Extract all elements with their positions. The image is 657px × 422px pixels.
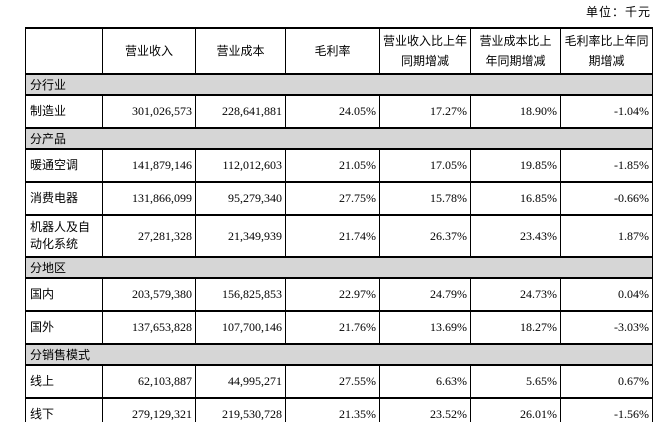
value-cell-revenue-yoy: 13.69% [379, 310, 471, 345]
table-row-domestic: 国内 203,579,380 156,825,853 22.97% 24.79%… [25, 277, 653, 312]
section-title-cell: 分销售模式 [25, 343, 653, 366]
value-cell-gross-margin: 27.75% [285, 181, 380, 216]
value-cell-cost-yoy: 18.27% [470, 310, 561, 345]
value-cell-gross-margin: 21.05% [285, 148, 380, 183]
value-cell-revenue: 137,653,828 [102, 310, 196, 345]
section-title-cell: 分地区 [25, 256, 653, 279]
row-label-cell: 暖通空调 [25, 148, 103, 183]
value-cell-gross-margin: 21.74% [285, 214, 380, 258]
value-cell-cost: 107,700,146 [195, 310, 286, 345]
header-cell-margin-yoy: 毛利率比上年同期增减 [560, 27, 653, 75]
value-cell-cost: 219,530,728 [195, 397, 286, 422]
header-cell-cost-yoy: 营业成本比上年同期增减 [470, 27, 561, 75]
row-label-cell: 消费电器 [25, 181, 103, 216]
value-cell-margin-yoy: -1.85% [560, 148, 653, 183]
table-row-robotics: 机器人及自动化系统 27,281,328 21,349,939 21.74% 2… [25, 214, 653, 258]
value-cell-revenue: 62,103,887 [102, 364, 196, 399]
row-label-cell: 国内 [25, 277, 103, 312]
value-cell-revenue: 131,866,099 [102, 181, 196, 216]
segment-results-table: 营业收入 营业成本 毛利率 营业收入比上年同期增减 营业成本比上年同期增减 毛利… [25, 27, 653, 422]
value-cell-gross-margin: 21.35% [285, 397, 380, 422]
value-cell-cost-yoy: 24.73% [470, 277, 561, 312]
value-cell-revenue: 27,281,328 [102, 214, 196, 258]
value-cell-cost: 156,825,853 [195, 277, 286, 312]
value-cell-cost-yoy: 26.01% [470, 397, 561, 422]
value-cell-cost: 112,012,603 [195, 148, 286, 183]
value-cell-revenue: 141,879,146 [102, 148, 196, 183]
value-cell-margin-yoy: -1.04% [560, 94, 653, 129]
value-cell-gross-margin: 27.55% [285, 364, 380, 399]
value-cell-cost: 95,279,340 [195, 181, 286, 216]
value-cell-gross-margin: 22.97% [285, 277, 380, 312]
section-title-cell: 分产品 [25, 127, 653, 150]
section-row-region: 分地区 [25, 256, 653, 279]
row-label-cell: 线下 [25, 397, 103, 422]
value-cell-cost: 21,349,939 [195, 214, 286, 258]
value-cell-revenue: 203,579,380 [102, 277, 196, 312]
value-cell-cost-yoy: 18.90% [470, 94, 561, 129]
row-label-cell: 线上 [25, 364, 103, 399]
value-cell-margin-yoy: -3.03% [560, 310, 653, 345]
value-cell-revenue-yoy: 17.05% [379, 148, 471, 183]
value-cell-margin-yoy: 0.04% [560, 277, 653, 312]
value-cell-revenue-yoy: 26.37% [379, 214, 471, 258]
value-cell-revenue-yoy: 6.63% [379, 364, 471, 399]
section-row-industry: 分行业 [25, 73, 653, 96]
value-cell-cost-yoy: 19.85% [470, 148, 561, 183]
value-cell-revenue-yoy: 17.27% [379, 94, 471, 129]
row-label-cell: 制造业 [25, 94, 103, 129]
value-cell-cost: 228,641,881 [195, 94, 286, 129]
value-cell-margin-yoy: 1.87% [560, 214, 653, 258]
header-cell-revenue-yoy: 营业收入比上年同期增减 [379, 27, 471, 75]
value-cell-gross-margin: 24.05% [285, 94, 380, 129]
header-cell-revenue: 营业收入 [102, 27, 196, 75]
value-cell-cost-yoy: 5.65% [470, 364, 561, 399]
value-cell-gross-margin: 21.76% [285, 310, 380, 345]
table-row-manufacturing: 制造业 301,026,573 228,641,881 24.05% 17.27… [25, 94, 653, 129]
value-cell-revenue: 279,129,321 [102, 397, 196, 422]
value-cell-revenue-yoy: 15.78% [379, 181, 471, 216]
table-row-hvac: 暖通空调 141,879,146 112,012,603 21.05% 17.0… [25, 148, 653, 183]
header-cell-gross-margin: 毛利率 [285, 27, 380, 75]
unit-label: 单位：千元 [585, 5, 651, 19]
header-cell-cost: 营业成本 [195, 27, 286, 75]
table-row-consumer-appliances: 消费电器 131,866,099 95,279,340 27.75% 15.78… [25, 181, 653, 216]
section-row-sales-model: 分销售模式 [25, 343, 653, 366]
value-cell-revenue: 301,026,573 [102, 94, 196, 129]
table-row-offline: 线下 279,129,321 219,530,728 21.35% 23.52%… [25, 397, 653, 422]
header-cell-blank [25, 27, 103, 75]
table-header-row: 营业收入 营业成本 毛利率 营业收入比上年同期增减 营业成本比上年同期增减 毛利… [25, 27, 653, 75]
value-cell-cost-yoy: 16.85% [470, 181, 561, 216]
section-row-product: 分产品 [25, 127, 653, 150]
value-cell-cost: 44,995,271 [195, 364, 286, 399]
row-label-cell: 机器人及自动化系统 [25, 214, 103, 258]
table-row-online: 线上 62,103,887 44,995,271 27.55% 6.63% 5.… [25, 364, 653, 399]
section-title-cell: 分行业 [25, 73, 653, 96]
table-row-overseas: 国外 137,653,828 107,700,146 21.76% 13.69%… [25, 310, 653, 345]
value-cell-margin-yoy: 0.67% [560, 364, 653, 399]
value-cell-margin-yoy: -0.66% [560, 181, 653, 216]
value-cell-revenue-yoy: 23.52% [379, 397, 471, 422]
value-cell-margin-yoy: -1.56% [560, 397, 653, 422]
row-label-cell: 国外 [25, 310, 103, 345]
value-cell-cost-yoy: 23.43% [470, 214, 561, 258]
value-cell-revenue-yoy: 24.79% [379, 277, 471, 312]
